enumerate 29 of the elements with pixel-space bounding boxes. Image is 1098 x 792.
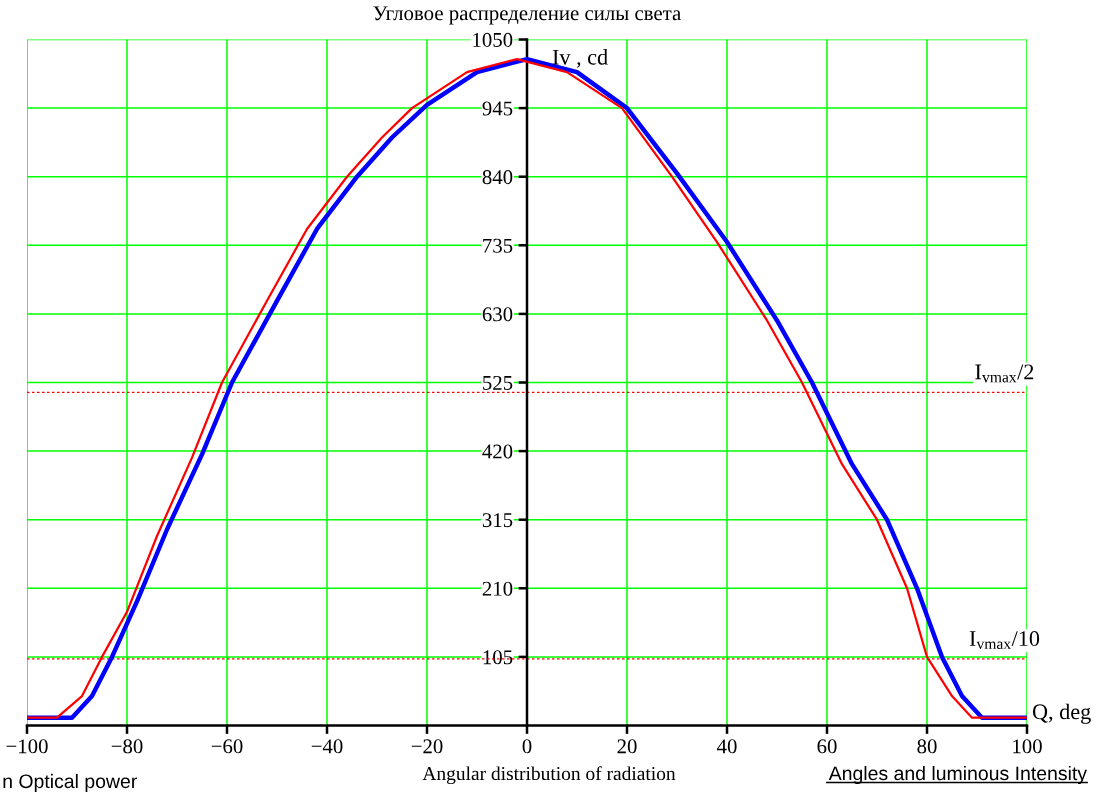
ref-line-label: I$_{vmax}$/10	[969, 631, 1040, 650]
ref-line-label: I$_{vmax}$/2	[975, 364, 1034, 383]
x-tick-label: 20	[617, 739, 637, 754]
text: Angular distribution of radiation	[422, 766, 676, 785]
y-tick-label: 315	[482, 513, 513, 528]
chart-title: Угловое распределение силы света	[373, 6, 681, 25]
x-tick-label: 100	[1013, 739, 1042, 754]
x-tick-label: −20	[411, 739, 443, 754]
y-tick-label: 630	[482, 307, 513, 322]
y-tick-label: 210	[482, 581, 513, 596]
x-tick-label: 40	[716, 739, 737, 754]
x-axis-title: Q, deg	[1032, 703, 1091, 724]
x-tick-label: 80	[917, 739, 937, 754]
y-axis-title: Iv , cd	[552, 49, 608, 68]
x-tick-label: −60	[211, 739, 243, 754]
x-tick-label: 0	[522, 739, 532, 754]
y-tick-label: 735	[483, 238, 513, 253]
x-tick-label: −100	[6, 739, 48, 754]
y-tick-label: 945	[482, 101, 513, 116]
x-tick-label: 60	[817, 739, 837, 754]
text: Angles and luminous Intensity	[828, 765, 1087, 785]
text: n Optical power	[3, 773, 137, 792]
x-tick-label: −80	[111, 739, 143, 754]
y-tick-label: 525	[483, 375, 513, 390]
y-tick-label: 420	[482, 444, 513, 459]
y-tick-label: 840	[482, 170, 513, 185]
x-tick-label: −40	[311, 739, 343, 754]
y-tick-label: 1050	[473, 32, 513, 47]
y-tick-label: 105	[483, 650, 513, 665]
